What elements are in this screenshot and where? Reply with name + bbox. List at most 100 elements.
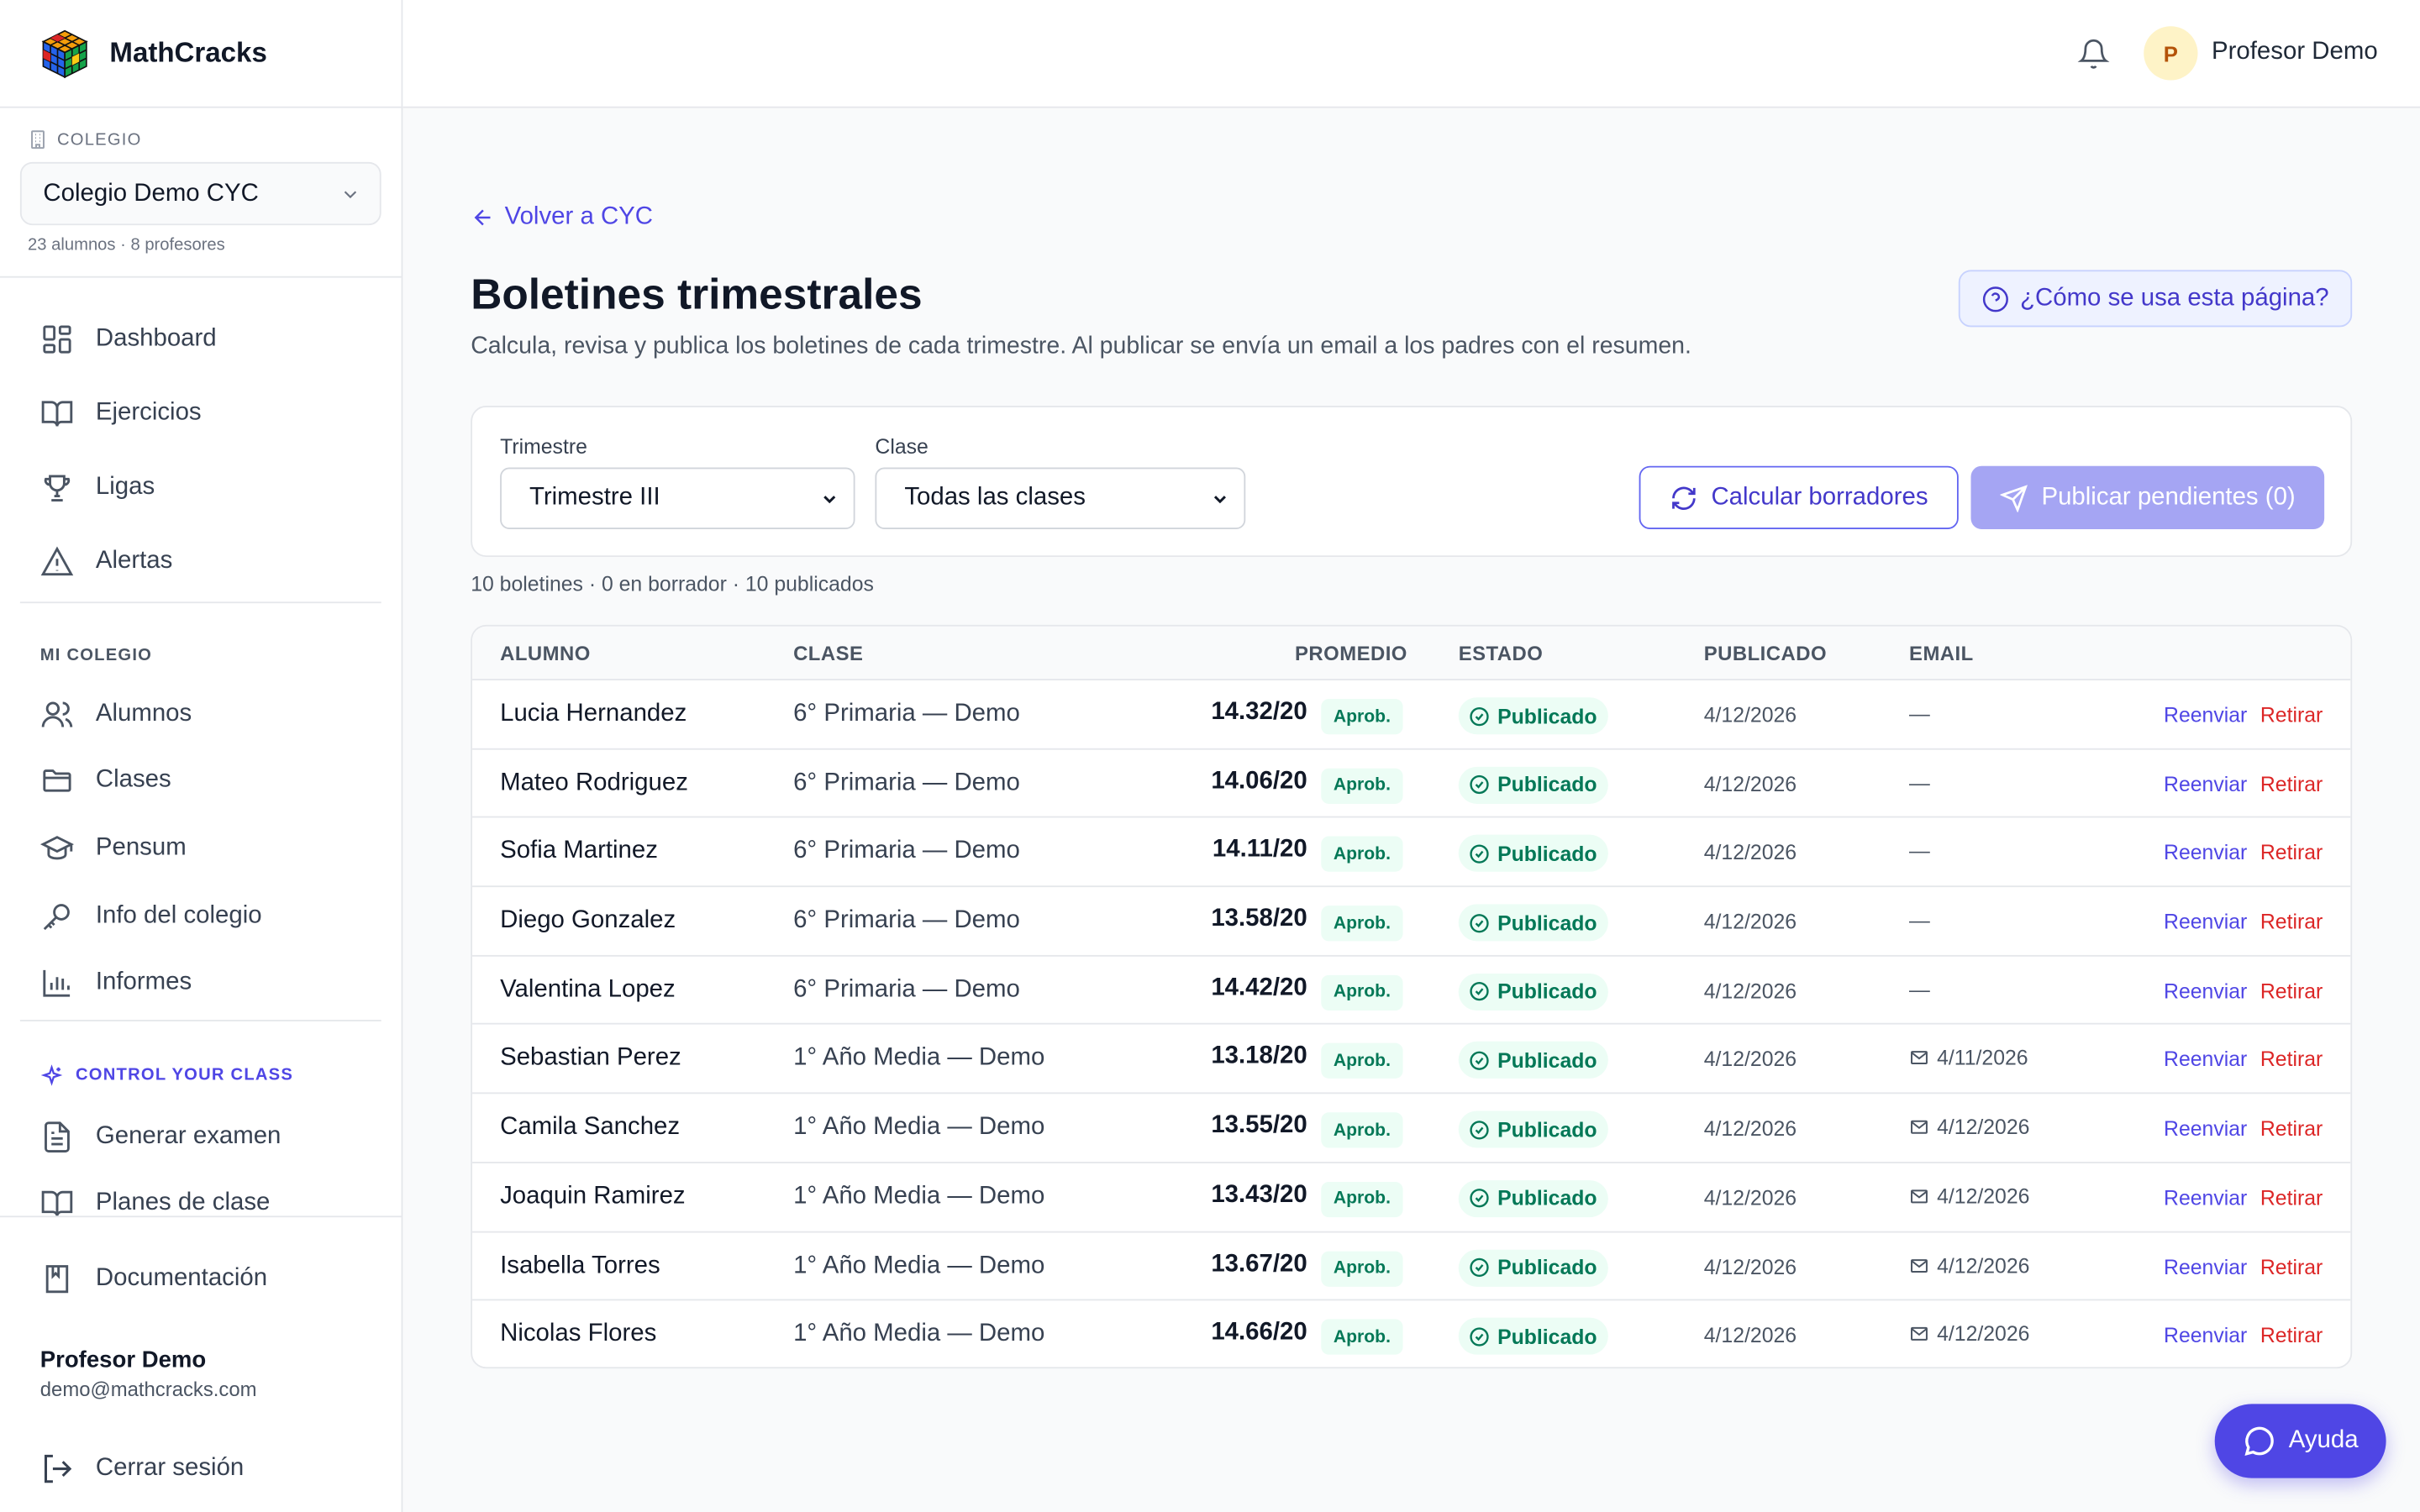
- check-circle-icon: [1470, 844, 1490, 864]
- status-label: Publicado: [1497, 1048, 1597, 1073]
- retirar-link[interactable]: Retirar: [2260, 703, 2323, 727]
- reenviar-link[interactable]: Reenviar: [2164, 1186, 2248, 1210]
- check-circle-icon: [1470, 982, 1490, 1001]
- mail-icon: [1911, 1189, 1928, 1204]
- published-date: 4/12/2026: [1703, 1117, 1797, 1141]
- sidebar-item-pensum[interactable]: Pensum: [20, 815, 381, 882]
- avatar[interactable]: P: [2144, 26, 2198, 81]
- logout-button[interactable]: Cerrar sesión: [20, 1431, 381, 1505]
- published-date: 4/12/2026: [1703, 910, 1797, 934]
- published-date: 4/12/2026: [1703, 1047, 1797, 1072]
- sidebar-item-clases[interactable]: Clases: [20, 748, 381, 815]
- retirar-link[interactable]: Retirar: [2260, 1047, 2323, 1072]
- reenviar-link[interactable]: Reenviar: [2164, 1324, 2248, 1347]
- status-badge: Publicado: [1458, 1110, 1608, 1148]
- file-text-icon: [45, 1121, 70, 1152]
- header-publicado: PUBLICADO: [1703, 642, 1828, 665]
- reenviar-link[interactable]: Reenviar: [2164, 979, 2248, 1003]
- student-class: 6° Primaria — Demo: [793, 838, 1020, 865]
- ayuda-chat-button[interactable]: Ayuda: [2214, 1404, 2386, 1478]
- retirar-link[interactable]: Retirar: [2260, 910, 2323, 934]
- reenviar-link[interactable]: Reenviar: [2164, 703, 2248, 727]
- retirar-link[interactable]: Retirar: [2260, 772, 2323, 796]
- student-class: 1° Año Media — Demo: [793, 1114, 1045, 1141]
- student-name: Nicolas Flores: [500, 1320, 657, 1347]
- sidebar-item-ligas[interactable]: Ligas: [20, 450, 381, 524]
- help-button[interactable]: ¿Cómo se usa esta página?: [1958, 270, 2353, 328]
- retirar-link[interactable]: Retirar: [2260, 1255, 2323, 1278]
- email-date: 4/12/2026: [1937, 1253, 2030, 1277]
- sidebar-item-generar-examen[interactable]: Generar examen: [20, 1103, 381, 1170]
- aprobado-badge: Aprob.: [1321, 768, 1403, 804]
- retirar-link[interactable]: Retirar: [2260, 1117, 2323, 1141]
- sidebar-item-documentacion[interactable]: Documentación: [20, 1242, 381, 1316]
- table-row: Sofia Martinez 6° Primaria — Demo 14.11/20…: [472, 818, 2351, 888]
- bell-icon[interactable]: [2077, 37, 2110, 71]
- retirar-link[interactable]: Retirar: [2260, 979, 2323, 1003]
- reenviar-link[interactable]: Reenviar: [2164, 1117, 2248, 1141]
- header-estado: ESTADO: [1458, 642, 1544, 665]
- student-name: Camila Sanchez: [500, 1114, 681, 1141]
- school-meta: 23 alumnos · 8 profesores: [28, 236, 225, 255]
- table-row: Mateo Rodriguez 6° Primaria — Demo 14.06/2…: [472, 749, 2351, 819]
- header-user-name[interactable]: Profesor Demo: [2212, 38, 2378, 66]
- table-row: Valentina Lopez 6° Primaria — Demo 14.42/2…: [472, 956, 2351, 1026]
- email-date: —: [1909, 978, 1930, 1001]
- folder-icon: [43, 769, 71, 793]
- status-badge: Publicado: [1458, 1317, 1608, 1355]
- check-circle-icon: [1470, 706, 1490, 726]
- mail-icon: [1911, 1121, 1928, 1134]
- brand[interactable]: MathCracks: [0, 0, 402, 108]
- student-average: 14.06/20: [1211, 768, 1307, 795]
- status-label: Publicado: [1497, 911, 1597, 935]
- student-average: 14.42/20: [1211, 974, 1307, 1001]
- sidebar-item-info-colegio[interactable]: Info del colegio: [20, 882, 381, 949]
- retirar-link[interactable]: Retirar: [2260, 1186, 2323, 1210]
- sidebar-item-dashboard[interactable]: Dashboard: [20, 302, 381, 376]
- reenviar-link[interactable]: Reenviar: [2164, 772, 2248, 796]
- publicar-pendientes-button[interactable]: Publicar pendientes (0): [1970, 465, 2325, 529]
- reenviar-link[interactable]: Reenviar: [2164, 1047, 2248, 1072]
- status-badge: Publicado: [1458, 766, 1608, 804]
- calcular-borradores-label: Calcular borradores: [1711, 483, 1928, 511]
- sidebar-item-alumnos[interactable]: Alumnos: [20, 680, 381, 748]
- trimestre-label: Trimestre: [500, 434, 587, 459]
- retirar-link[interactable]: Retirar: [2260, 841, 2323, 865]
- reenviar-link[interactable]: Reenviar: [2164, 910, 2248, 934]
- trimestre-select[interactable]: Trimestre III: [500, 467, 855, 529]
- reenviar-link[interactable]: Reenviar: [2164, 841, 2248, 865]
- student-average: 13.67/20: [1211, 1250, 1307, 1277]
- bar-chart-icon: [43, 970, 71, 997]
- status-label: Publicado: [1497, 1187, 1597, 1210]
- school-select-value: Colegio Demo CYC: [43, 179, 259, 207]
- sidebar-user-name: Profesor Demo: [39, 1347, 207, 1373]
- table-row: Camila Sanchez 1° Año Media — Demo 13.55/2…: [472, 1094, 2351, 1163]
- calcular-borradores-button[interactable]: Calcular borradores: [1639, 465, 1959, 529]
- student-class: 6° Primaria — Demo: [793, 976, 1020, 1003]
- student-name: Joaquin Ramirez: [500, 1183, 686, 1210]
- table-row: Diego Gonzalez 6° Primaria — Demo 13.58/20…: [472, 887, 2351, 957]
- sidebar-item-ejercicios[interactable]: Ejercicios: [20, 376, 381, 450]
- chevron-down-icon: [344, 190, 357, 198]
- aprobado-badge: Aprob.: [1321, 906, 1403, 942]
- email-status: 4/11/2026: [1909, 1047, 2028, 1070]
- sidebar-item-informes[interactable]: Informes: [20, 949, 381, 1016]
- published-date: 4/12/2026: [1703, 1255, 1797, 1278]
- student-name: Lucia Hernandez: [500, 700, 687, 727]
- school-select[interactable]: Colegio Demo CYC: [19, 161, 381, 226]
- table-row: Lucia Hernandez 6° Primaria — Demo 14.32/2…: [472, 680, 2351, 750]
- help-circle-icon: [1982, 286, 2008, 312]
- chevron-down-icon: [823, 495, 836, 503]
- clase-select[interactable]: Todas las clases: [875, 467, 1246, 529]
- back-link[interactable]: Volver a CYC: [471, 203, 653, 231]
- status-label: Publicado: [1497, 979, 1597, 1004]
- check-circle-icon: [1470, 775, 1490, 795]
- student-average: 14.11/20: [1212, 837, 1307, 864]
- status-label: Publicado: [1497, 1325, 1597, 1348]
- table-body: Lucia Hernandez 6° Primaria — Demo 14.32/2…: [472, 680, 2351, 1367]
- sidebar-item-alertas[interactable]: Alertas: [20, 524, 381, 598]
- publicar-pendientes-label: Publicar pendientes (0): [2041, 483, 2296, 511]
- published-date: 4/12/2026: [1703, 841, 1797, 865]
- reenviar-link[interactable]: Reenviar: [2164, 1255, 2248, 1278]
- retirar-link[interactable]: Retirar: [2260, 1324, 2323, 1347]
